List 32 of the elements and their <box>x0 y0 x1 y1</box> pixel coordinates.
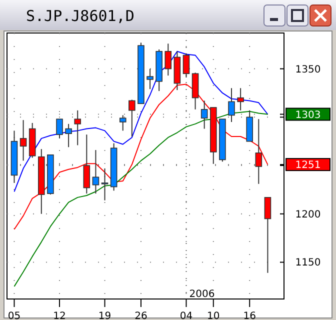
x-tick-label: 26 <box>134 311 148 320</box>
candlestick <box>146 68 154 90</box>
candlestick <box>101 168 108 201</box>
candlestick <box>228 88 235 122</box>
candlestick <box>74 110 82 146</box>
x-tick-label: 19 <box>98 311 112 320</box>
candlestick <box>65 123 72 148</box>
candlestick <box>119 114 126 132</box>
ref-line-label: 2006 <box>189 289 215 300</box>
candlestick <box>182 52 190 78</box>
line-series <box>14 50 268 192</box>
y-tick-label: 1350 <box>295 64 321 76</box>
y-tick-label: 1200 <box>295 209 321 220</box>
chart-title: S.JP.J8601,D <box>26 7 134 25</box>
candlestick <box>164 43 172 76</box>
candlestick <box>56 118 63 139</box>
candlestick <box>92 150 100 194</box>
candlestick <box>128 99 136 137</box>
candlestick <box>83 134 90 194</box>
x-tick-label: 16 <box>243 311 256 320</box>
x-tick-label: 12 <box>53 311 66 320</box>
y-tick-label: 1251 <box>295 160 321 172</box>
candlestick <box>200 100 208 130</box>
candlestick <box>255 118 262 184</box>
x-tick-label: 04 <box>180 311 193 320</box>
x-tick-label: 05 <box>8 311 21 320</box>
candlestick <box>237 88 244 111</box>
x-tick-label: 10 <box>207 311 220 320</box>
y-tick-label: 1150 <box>295 258 321 269</box>
candlestick <box>264 196 272 274</box>
candlestick <box>20 120 27 162</box>
y-tick-label: 1303 <box>295 110 321 121</box>
